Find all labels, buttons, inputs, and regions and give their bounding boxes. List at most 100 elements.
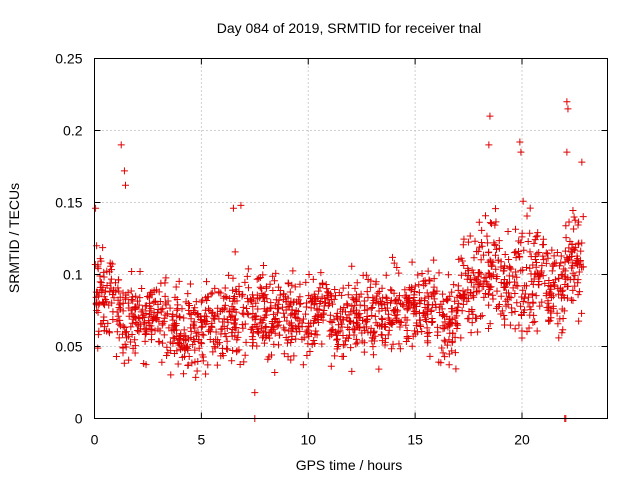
data-point xyxy=(184,300,192,308)
data-point xyxy=(243,309,251,317)
data-point xyxy=(480,293,488,301)
data-point xyxy=(280,350,288,358)
data-point xyxy=(403,305,411,313)
data-point xyxy=(126,338,134,346)
data-point xyxy=(387,320,395,328)
data-point xyxy=(426,352,434,360)
data-point xyxy=(115,276,123,284)
data-point xyxy=(212,336,220,344)
data-point xyxy=(118,330,126,338)
data-point xyxy=(387,286,395,294)
data-point xyxy=(448,316,456,324)
data-point xyxy=(230,316,238,324)
data-point xyxy=(260,339,268,347)
data-point xyxy=(378,322,386,330)
data-point xyxy=(212,328,220,336)
data-point xyxy=(294,307,302,315)
data-point xyxy=(457,334,465,342)
data-point xyxy=(197,298,205,306)
data-point xyxy=(492,251,500,259)
data-point xyxy=(571,216,579,224)
data-point xyxy=(338,352,346,360)
data-point xyxy=(458,307,466,315)
data-point xyxy=(373,292,381,300)
data-point xyxy=(449,329,457,337)
data-point xyxy=(370,337,378,345)
data-point xyxy=(342,337,350,345)
data-point xyxy=(348,294,356,302)
data-point xyxy=(562,234,570,242)
data-point xyxy=(563,282,571,290)
data-point xyxy=(299,361,307,369)
data-point xyxy=(161,279,169,287)
data-point xyxy=(98,288,106,296)
data-point xyxy=(366,283,374,291)
data-point xyxy=(275,305,283,313)
x-tick-labels: 0 5 10 15 20 xyxy=(91,432,530,448)
data-points xyxy=(91,98,587,422)
data-point xyxy=(106,268,114,276)
data-point xyxy=(459,241,467,249)
data-point xyxy=(96,255,104,263)
data-point xyxy=(465,314,473,322)
data-point xyxy=(468,307,476,315)
data-point xyxy=(443,297,451,305)
data-point xyxy=(565,244,573,252)
data-point xyxy=(475,268,483,276)
data-point xyxy=(327,362,335,370)
y-tick-label: 0.05 xyxy=(55,339,82,355)
data-point xyxy=(519,197,527,205)
data-point xyxy=(303,352,311,360)
data-point xyxy=(270,340,278,348)
data-point xyxy=(129,344,137,352)
data-point xyxy=(159,339,167,347)
data-point xyxy=(425,293,433,301)
data-point xyxy=(367,304,375,312)
data-point xyxy=(381,320,389,328)
data-point xyxy=(262,322,270,330)
data-point xyxy=(556,262,564,270)
data-point xyxy=(305,319,313,327)
data-point xyxy=(164,349,172,357)
data-point xyxy=(484,290,492,298)
data-point xyxy=(339,316,347,324)
data-point xyxy=(223,337,231,345)
data-point xyxy=(331,352,339,360)
data-point xyxy=(360,348,368,356)
data-point xyxy=(486,219,494,227)
data-point xyxy=(388,319,396,327)
data-point xyxy=(475,218,483,226)
data-point xyxy=(477,256,485,264)
data-point xyxy=(188,359,196,367)
data-point xyxy=(253,275,261,283)
data-point xyxy=(203,317,211,325)
data-point xyxy=(204,305,212,313)
data-point xyxy=(370,351,378,359)
data-point xyxy=(131,336,139,344)
data-point xyxy=(116,301,124,309)
data-point xyxy=(438,344,446,352)
data-point xyxy=(198,318,206,326)
data-point xyxy=(307,304,315,312)
data-point xyxy=(253,342,261,350)
data-point xyxy=(94,308,102,316)
data-point xyxy=(116,305,124,313)
data-point xyxy=(119,349,127,357)
data-point xyxy=(551,276,559,284)
data-point xyxy=(423,324,431,332)
data-point xyxy=(120,359,128,367)
data-point xyxy=(195,336,203,344)
data-point xyxy=(261,324,269,332)
data-point xyxy=(483,232,491,240)
data-point xyxy=(535,248,543,256)
data-point xyxy=(493,245,501,253)
data-point xyxy=(160,331,168,339)
data-point xyxy=(393,295,401,303)
data-point xyxy=(266,280,274,288)
data-point xyxy=(345,281,353,289)
data-point xyxy=(519,298,527,306)
data-point xyxy=(465,295,473,303)
data-point xyxy=(305,332,313,340)
data-point xyxy=(286,288,294,296)
